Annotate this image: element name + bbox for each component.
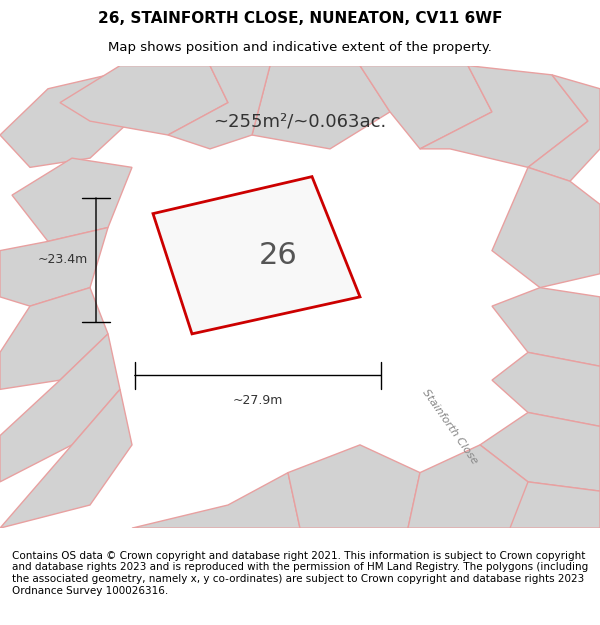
Polygon shape xyxy=(132,472,300,528)
Polygon shape xyxy=(480,412,600,491)
Polygon shape xyxy=(153,177,360,334)
Polygon shape xyxy=(468,482,600,528)
Polygon shape xyxy=(420,66,588,168)
Text: ~27.9m: ~27.9m xyxy=(233,394,283,408)
Polygon shape xyxy=(492,288,600,366)
Polygon shape xyxy=(360,66,492,149)
Polygon shape xyxy=(168,66,270,149)
Polygon shape xyxy=(12,158,132,241)
Text: ~255m²/~0.063ac.: ~255m²/~0.063ac. xyxy=(214,112,386,130)
Polygon shape xyxy=(492,352,600,426)
Polygon shape xyxy=(60,66,228,135)
Polygon shape xyxy=(252,66,390,149)
Text: ~23.4m: ~23.4m xyxy=(38,253,88,266)
Text: Map shows position and indicative extent of the property.: Map shows position and indicative extent… xyxy=(108,41,492,54)
Polygon shape xyxy=(0,288,108,389)
Polygon shape xyxy=(408,445,528,528)
Polygon shape xyxy=(0,389,132,528)
Text: Contains OS data © Crown copyright and database right 2021. This information is : Contains OS data © Crown copyright and d… xyxy=(12,551,588,596)
Text: Stainforth Close: Stainforth Close xyxy=(421,387,479,466)
Polygon shape xyxy=(0,334,120,482)
Polygon shape xyxy=(492,168,600,288)
Polygon shape xyxy=(0,75,150,168)
Polygon shape xyxy=(288,445,420,528)
Polygon shape xyxy=(0,228,108,306)
Text: 26: 26 xyxy=(259,241,298,270)
Text: 26, STAINFORTH CLOSE, NUNEATON, CV11 6WF: 26, STAINFORTH CLOSE, NUNEATON, CV11 6WF xyxy=(98,11,502,26)
Polygon shape xyxy=(528,75,600,181)
